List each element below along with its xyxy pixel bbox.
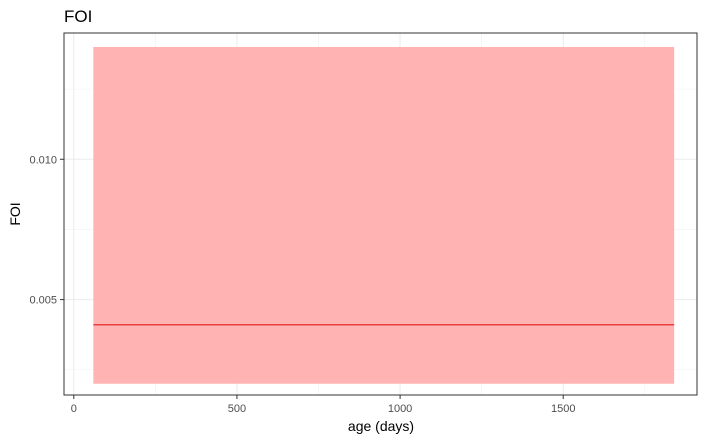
confidence-ribbon — [93, 47, 675, 384]
x-axis-title: age (days) — [348, 418, 414, 434]
x-tick-label: 500 — [228, 403, 246, 415]
y-tick-label: 0.010 — [29, 154, 57, 166]
x-axis: 0 500 1000 1500 — [71, 395, 575, 415]
x-tick-label: 1000 — [388, 403, 412, 415]
x-tick-label: 1500 — [551, 403, 575, 415]
x-tick-label: 0 — [71, 403, 77, 415]
y-tick-label: 0.005 — [29, 295, 57, 307]
y-axis-title: FOI — [7, 202, 23, 225]
chart-title: FOI — [64, 7, 92, 26]
data-layer — [93, 47, 675, 384]
panel-border — [63, 32, 698, 396]
y-axis: 0.005 0.010 — [29, 154, 64, 307]
